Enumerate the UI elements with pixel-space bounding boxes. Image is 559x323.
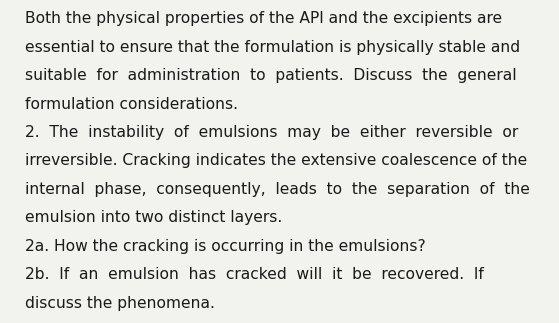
Text: 2b.  If  an  emulsion  has  cracked  will  it  be  recovered.  If: 2b. If an emulsion has cracked will it b…: [25, 267, 489, 282]
Text: discuss the phenomena.: discuss the phenomena.: [25, 296, 215, 310]
Text: 2.  The  instability  of  emulsions  may  be  either  reversible  or: 2. The instability of emulsions may be e…: [25, 125, 518, 140]
Text: internal  phase,  consequently,  leads  to  the  separation  of  the: internal phase, consequently, leads to t…: [25, 182, 530, 197]
Text: essential to ensure that the formulation is physically stable and: essential to ensure that the formulation…: [25, 40, 520, 55]
Text: Both the physical properties of the API and the excipients are: Both the physical properties of the API …: [25, 11, 503, 26]
Text: irreversible. Cracking indicates the extensive coalescence of the: irreversible. Cracking indicates the ext…: [25, 153, 527, 168]
Text: suitable  for  administration  to  patients.  Discuss  the  general: suitable for administration to patients.…: [25, 68, 517, 83]
Text: formulation considerations.: formulation considerations.: [25, 97, 238, 111]
Text: emulsion into two distinct layers.: emulsion into two distinct layers.: [25, 210, 282, 225]
Text: 2a. How the cracking is occurring in the emulsions?: 2a. How the cracking is occurring in the…: [25, 239, 426, 254]
